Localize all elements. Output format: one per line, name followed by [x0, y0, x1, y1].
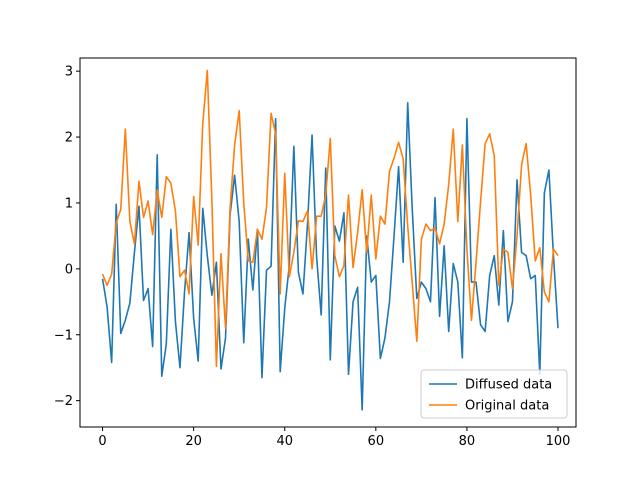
x-tick-label-2: 40 — [276, 434, 293, 449]
series-line-0 — [101, 102, 559, 411]
x-tick-label-1: 20 — [185, 434, 202, 449]
x-tick-label-5: 100 — [546, 434, 571, 449]
legend-label-1: Original data — [465, 399, 549, 414]
x-tick-label-4: 80 — [459, 434, 476, 449]
y-tick-label-1: −1 — [54, 328, 73, 343]
x-tick-label-0: 0 — [98, 434, 106, 449]
legend-box — [420, 369, 568, 419]
series-layer — [101, 69, 559, 411]
series-line-1 — [101, 69, 559, 368]
y-tick-label-0: −2 — [54, 394, 73, 409]
legend-label-0: Diffused data — [465, 378, 552, 393]
y-tick-label-5: 3 — [65, 65, 73, 80]
y-tick-label-3: 1 — [65, 196, 73, 211]
x-tick-label-3: 60 — [368, 434, 385, 449]
y-tick-label-2: 0 — [65, 262, 73, 277]
plot-frame — [79, 57, 577, 428]
y-tick-label-4: 2 — [65, 131, 73, 146]
x-axis: 0 20 40 60 80 100 — [98, 427, 570, 449]
legend: Diffused data Original data — [420, 369, 568, 419]
y-axis: −2 −1 0 1 2 3 — [54, 65, 80, 409]
